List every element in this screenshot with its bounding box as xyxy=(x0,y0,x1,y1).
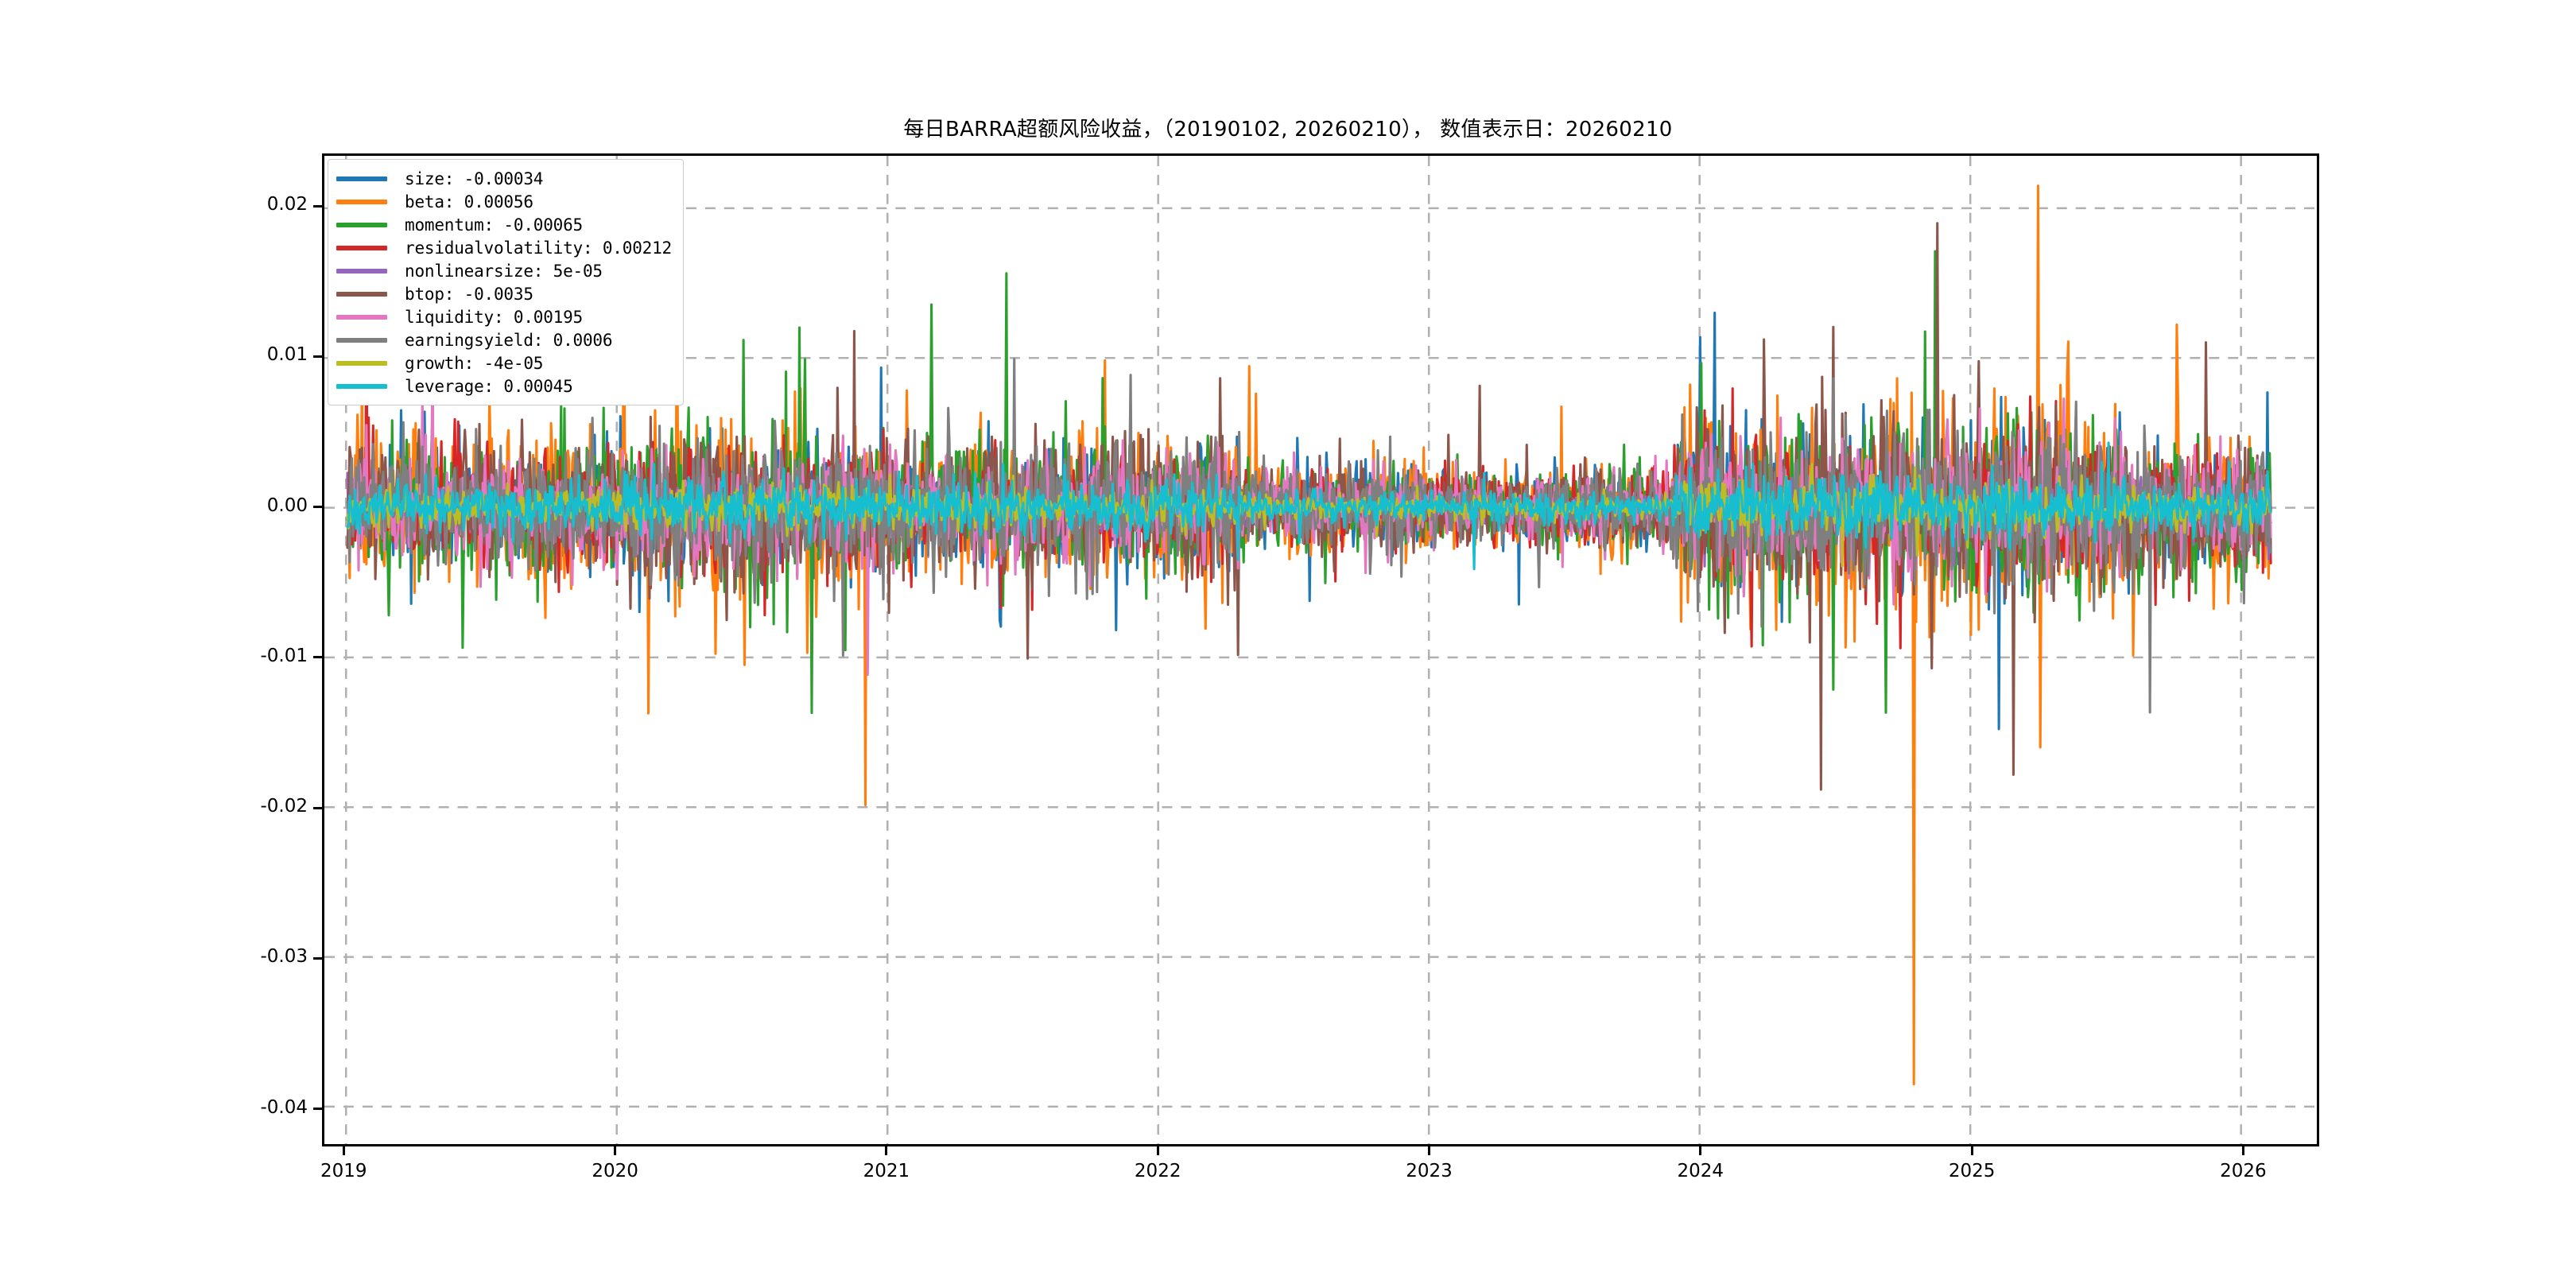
legend-item-earningsyield[interactable]: earningsyield: 0.0006 xyxy=(336,328,672,351)
legend-color-swatch xyxy=(336,383,387,389)
legend-item-label: leverage: 0.00045 xyxy=(405,376,573,396)
y-tick-label: 0.00 xyxy=(266,495,308,516)
x-tick-label: 2022 xyxy=(1134,1161,1181,1181)
x-tick-mark xyxy=(1428,1146,1431,1155)
x-tick-label: 2025 xyxy=(1948,1161,1996,1181)
x-tick-mark xyxy=(342,1146,345,1155)
x-tick-mark xyxy=(1699,1146,1702,1155)
x-tick-mark xyxy=(1970,1146,1973,1155)
y-tick-label: -0.03 xyxy=(260,946,308,968)
legend-item-liquidity[interactable]: liquidity: 0.00195 xyxy=(336,305,672,328)
x-tick-label: 2023 xyxy=(1406,1161,1453,1181)
legend-item-growth[interactable]: growth: -4e-05 xyxy=(336,351,672,374)
legend-item-beta[interactable]: beta: 0.00056 xyxy=(336,190,672,213)
y-tick-mark xyxy=(313,204,322,208)
legend-color-swatch xyxy=(336,245,387,250)
legend-item-label: growth: -4e-05 xyxy=(405,353,544,373)
x-tick-label: 2021 xyxy=(863,1161,910,1181)
page-title: 每日BARRA超额风险收益，（20190102, 20260210）， 数值表示… xyxy=(903,118,1673,142)
x-tick-mark xyxy=(1156,1146,1159,1155)
legend-color-swatch xyxy=(336,360,387,366)
y-tick-mark xyxy=(313,506,322,509)
x-tick-mark xyxy=(885,1146,888,1155)
y-tick-label: -0.01 xyxy=(260,645,308,666)
y-tick-mark xyxy=(313,355,322,358)
x-tick-label: 2020 xyxy=(592,1161,638,1181)
legend-item-label: momentum: -0.00065 xyxy=(405,215,583,235)
legend-item-label: beta: 0.00056 xyxy=(405,192,533,211)
legend-item-size[interactable]: size: -0.00034 xyxy=(336,167,672,190)
legend: size: -0.00034 beta: 0.00056 momentum: -0.… xyxy=(328,159,684,405)
legend-color-swatch xyxy=(336,314,387,320)
legend-item-nonlinearsize[interactable]: nonlinearsize: 5e-05 xyxy=(336,259,672,282)
x-tick-mark xyxy=(2241,1146,2244,1155)
y-tick-label: 0.02 xyxy=(266,194,308,215)
legend-item-btop[interactable]: btop: -0.0035 xyxy=(336,282,672,305)
y-tick-label: -0.04 xyxy=(260,1096,308,1118)
legend-color-swatch xyxy=(336,199,387,204)
y-tick-label: 0.01 xyxy=(266,344,308,366)
legend-item-label: liquidity: 0.00195 xyxy=(405,307,583,327)
y-tick-mark xyxy=(313,1108,322,1111)
x-tick-label: 2024 xyxy=(1677,1161,1724,1181)
legend-item-residualvolatility[interactable]: residualvolatility: 0.00212 xyxy=(336,236,672,259)
legend-color-swatch xyxy=(336,268,387,274)
legend-color-swatch xyxy=(336,291,387,297)
legend-color-swatch xyxy=(336,176,387,181)
legend-item-label: residualvolatility: 0.00212 xyxy=(405,238,672,258)
plot-inner xyxy=(324,156,2317,1144)
legend-item-label: earningsyield: 0.0006 xyxy=(405,330,613,350)
legend-item-label: nonlinearsize: 5e-05 xyxy=(405,261,603,281)
y-tick-mark xyxy=(313,806,322,809)
x-tick-label: 2026 xyxy=(2220,1161,2267,1181)
x-tick-mark xyxy=(614,1146,617,1155)
legend-item-leverage[interactable]: leverage: 0.00045 xyxy=(336,374,672,398)
legend-item-label: btop: -0.0035 xyxy=(405,284,533,304)
x-tick-label: 2019 xyxy=(320,1161,367,1181)
y-tick-label: -0.02 xyxy=(260,796,308,817)
y-tick-mark xyxy=(313,656,322,659)
series-lines xyxy=(346,184,2272,1086)
legend-item-momentum[interactable]: momentum: -0.00065 xyxy=(336,213,672,236)
y-tick-mark xyxy=(313,956,322,960)
legend-item-label: size: -0.00034 xyxy=(405,169,544,188)
legend-color-swatch xyxy=(336,337,387,343)
legend-color-swatch xyxy=(336,222,387,227)
